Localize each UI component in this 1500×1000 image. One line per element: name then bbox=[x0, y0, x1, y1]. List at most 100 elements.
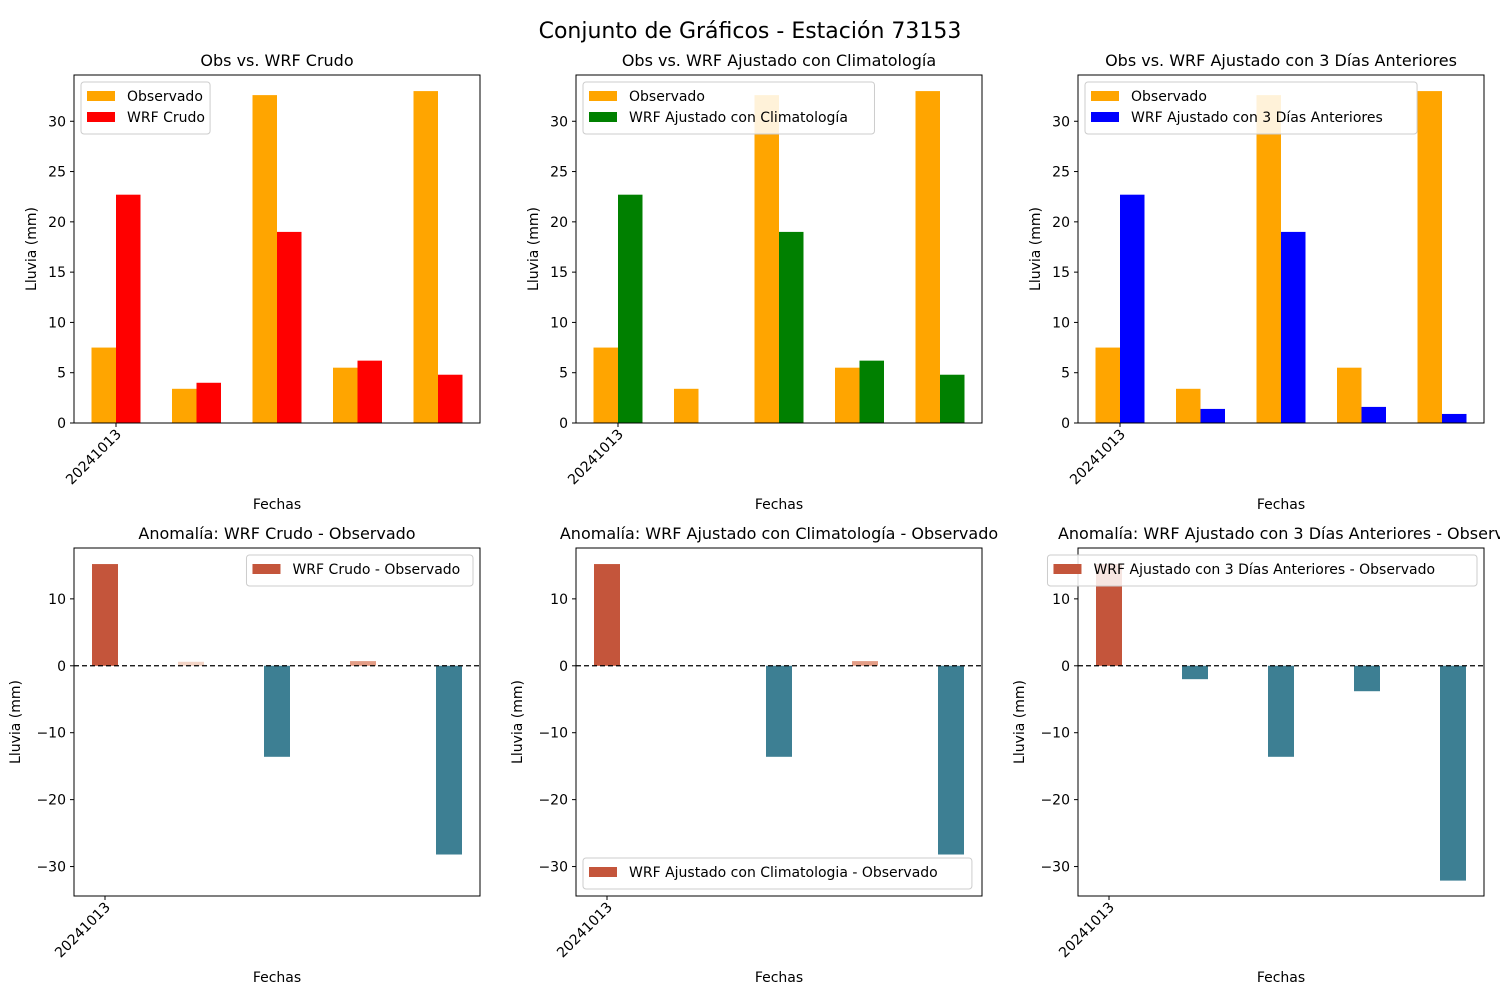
bar-1-1 bbox=[91, 347, 116, 423]
y-tick-label: 30 bbox=[48, 114, 66, 130]
y-tick-label: 30 bbox=[1052, 114, 1070, 130]
axes-frame bbox=[1077, 74, 1485, 424]
x-axis-label: Fechas bbox=[253, 497, 301, 513]
y-tick-label: 25 bbox=[1052, 165, 1070, 181]
legend-label: WRF Crudo - Observado bbox=[292, 562, 460, 578]
y-tick-label: −10 bbox=[1040, 726, 1070, 742]
bar-2-4 bbox=[1361, 406, 1386, 423]
bar-2-4 bbox=[357, 360, 382, 423]
bar-1-2 bbox=[178, 661, 204, 666]
y-tick-label: 30 bbox=[550, 114, 568, 130]
bar-1-1 bbox=[594, 564, 620, 666]
y-tick-label: −10 bbox=[538, 726, 568, 742]
legend-frame bbox=[245, 554, 474, 587]
y-tick-label: 5 bbox=[559, 366, 568, 382]
axes-frame bbox=[575, 547, 983, 897]
bar-1-4 bbox=[1337, 367, 1362, 423]
y-axis-label: Lluvia (mm) bbox=[510, 680, 526, 764]
bar-1-3 bbox=[1256, 95, 1281, 424]
bar-1-5 bbox=[915, 91, 940, 424]
y-tick-label: −30 bbox=[36, 860, 66, 876]
chart-title: Anomalía: WRF Crudo - Observado bbox=[138, 524, 415, 543]
y-tick-label: 25 bbox=[550, 165, 568, 181]
bar-1-1 bbox=[92, 564, 118, 666]
y-tick-label: −30 bbox=[1040, 860, 1070, 876]
bar-1-4 bbox=[852, 661, 878, 666]
bar-1-1 bbox=[593, 347, 618, 423]
axes-frame bbox=[1077, 547, 1485, 897]
bar-1-2 bbox=[172, 388, 197, 423]
y-tick-label: 20 bbox=[48, 215, 66, 231]
y-axis-label: Lluvia (mm) bbox=[24, 207, 40, 291]
bar-1-3 bbox=[1268, 665, 1294, 757]
y-tick-label: −20 bbox=[1040, 793, 1070, 809]
y-tick-label: −10 bbox=[36, 726, 66, 742]
legend-swatch bbox=[589, 91, 617, 101]
y-tick-label: 0 bbox=[559, 659, 568, 675]
legend-swatch bbox=[252, 564, 281, 574]
legend-label: Observado bbox=[127, 89, 203, 105]
x-axis-label: Fechas bbox=[1257, 497, 1305, 513]
y-tick-label: 0 bbox=[57, 416, 66, 432]
legend: WRF Ajustado con Climatologia - Observad… bbox=[582, 857, 973, 890]
legend-frame bbox=[1084, 81, 1418, 135]
bar-2-4 bbox=[859, 360, 884, 423]
y-tick-label: −30 bbox=[538, 860, 568, 876]
legend-swatch bbox=[589, 867, 617, 877]
legend-swatch bbox=[87, 91, 115, 101]
figure-suptitle: Conjunto de Gráficos - Estación 73153 bbox=[539, 19, 962, 44]
y-tick-label: 20 bbox=[550, 215, 568, 231]
legend-frame bbox=[582, 81, 875, 135]
y-tick-label: 0 bbox=[559, 416, 568, 432]
bar-1-5 bbox=[1417, 91, 1442, 424]
y-axis-label: Lluvia (mm) bbox=[1028, 207, 1044, 291]
y-tick-label: 10 bbox=[48, 315, 66, 331]
chart-title: Obs vs. WRF Ajustado con 3 Días Anterior… bbox=[1105, 51, 1457, 70]
bar-1-3 bbox=[264, 665, 290, 757]
chart-title: Anomalía: WRF Ajustado con Climatología … bbox=[560, 524, 998, 543]
y-tick-label: 0 bbox=[57, 659, 66, 675]
bar-2-1 bbox=[116, 194, 141, 423]
legend-label: Observado bbox=[1131, 89, 1207, 105]
bar-2-5 bbox=[940, 374, 965, 423]
axes-frame bbox=[575, 74, 983, 424]
y-tick-label: 15 bbox=[1052, 265, 1070, 281]
bar-2-1 bbox=[618, 194, 643, 423]
legend-label: Observado bbox=[629, 89, 705, 105]
y-tick-label: −20 bbox=[36, 793, 66, 809]
bar-2-1 bbox=[1120, 194, 1145, 423]
y-tick-label: 10 bbox=[1052, 592, 1070, 608]
bar-1-1 bbox=[1095, 347, 1120, 423]
legend-swatch bbox=[1053, 564, 1082, 574]
y-tick-label: 10 bbox=[550, 592, 568, 608]
bar-1-4 bbox=[835, 367, 860, 423]
bar-2-2 bbox=[1200, 408, 1225, 423]
legend-swatch bbox=[87, 112, 115, 122]
y-axis-label: Lluvia (mm) bbox=[526, 207, 542, 291]
legend-frame bbox=[582, 857, 973, 890]
bar-1-5 bbox=[938, 665, 964, 855]
bar-1-3 bbox=[766, 665, 792, 757]
y-tick-label: 15 bbox=[48, 265, 66, 281]
chart-title: Obs vs. WRF Crudo bbox=[200, 51, 353, 70]
x-axis-label: Fechas bbox=[253, 970, 301, 986]
bar-1-2 bbox=[1176, 388, 1201, 423]
legend: Observado WRF Ajustado con Climatología bbox=[582, 81, 875, 135]
bar-1-2 bbox=[1182, 665, 1208, 680]
y-tick-label: 10 bbox=[48, 592, 66, 608]
bar-1-3 bbox=[754, 95, 779, 424]
bar-2-5 bbox=[438, 374, 463, 423]
legend-swatch bbox=[1091, 91, 1119, 101]
axes-frame bbox=[73, 547, 481, 897]
y-tick-label: 10 bbox=[550, 315, 568, 331]
y-tick-label: 5 bbox=[57, 366, 66, 382]
bar-1-5 bbox=[1440, 665, 1466, 881]
x-axis-label: Fechas bbox=[755, 970, 803, 986]
bar-1-4 bbox=[1354, 665, 1380, 692]
